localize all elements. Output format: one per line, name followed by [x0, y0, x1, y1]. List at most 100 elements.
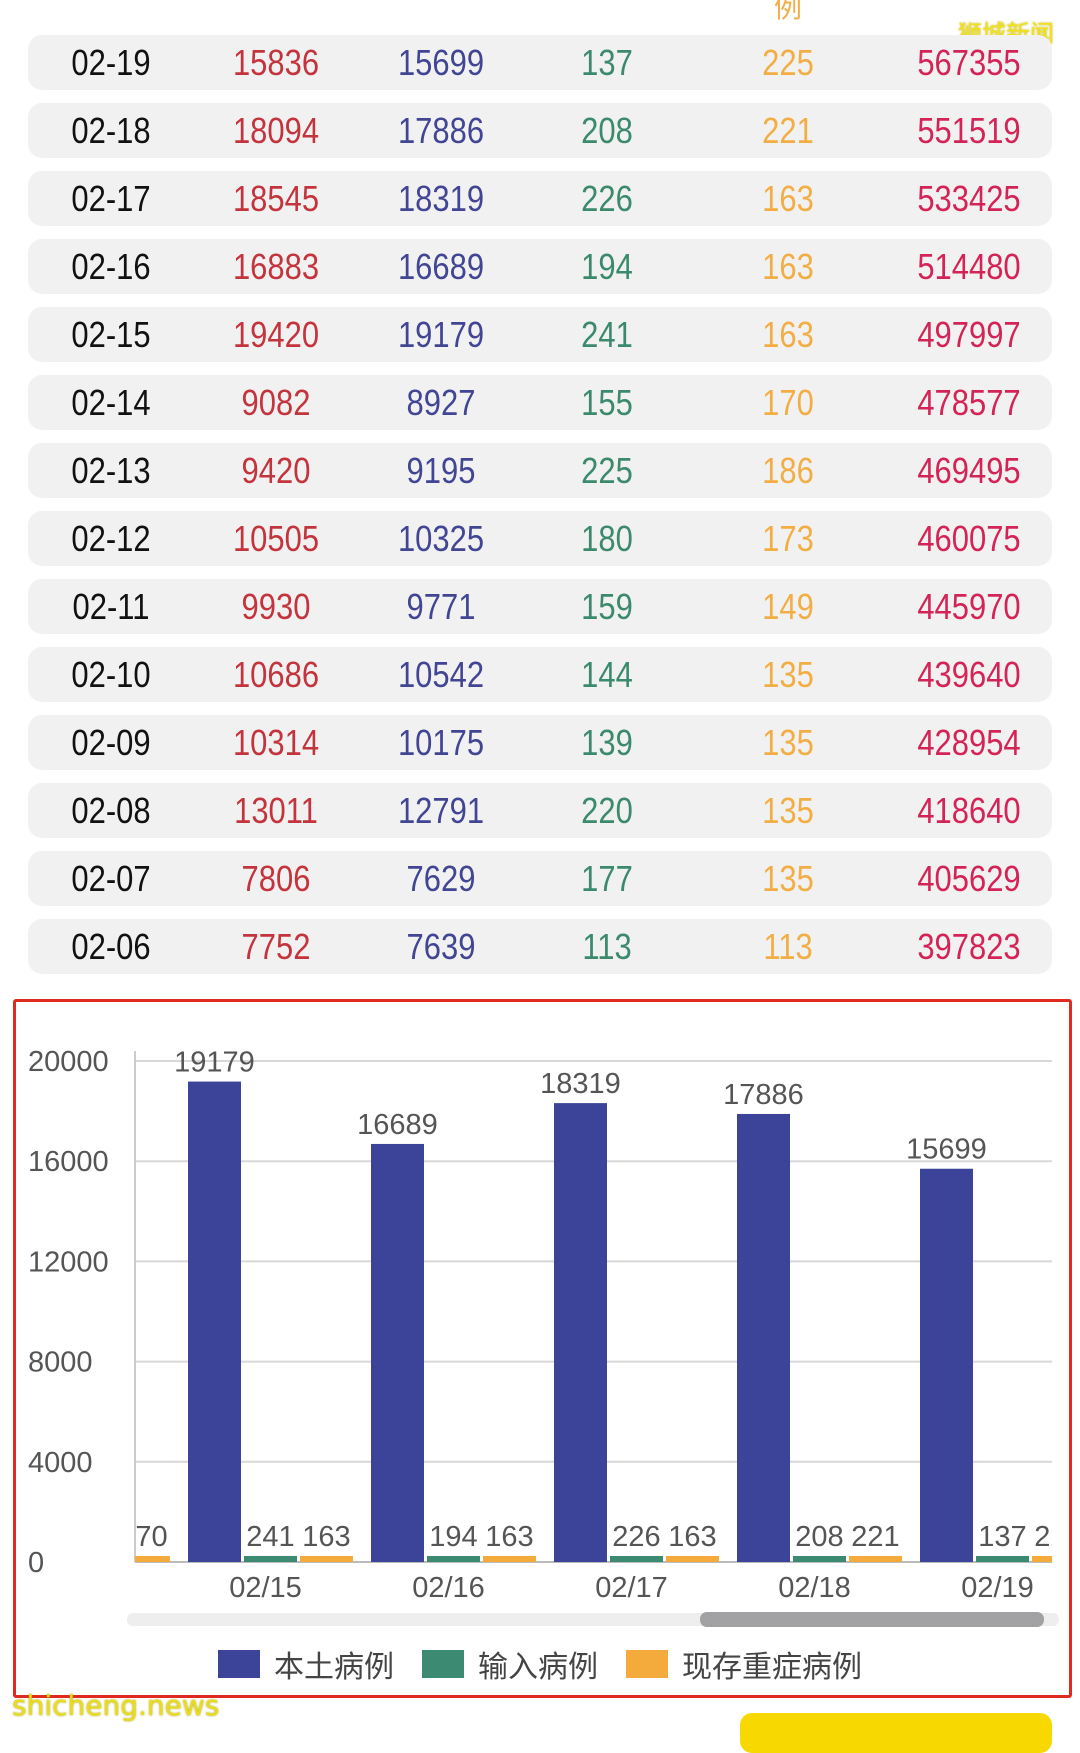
value-cell: 497997: [917, 314, 1021, 355]
value-cell: 15836: [232, 42, 320, 83]
value-cell: 469495: [917, 450, 1021, 491]
value-cell: 10314: [232, 722, 320, 763]
y-tick-label: 20000: [28, 1046, 109, 1078]
value-cell: 139: [581, 722, 633, 763]
legend-label: 现存重症病例: [682, 1650, 862, 1685]
table-row: 02-14 9082 8927 155 170 478577: [28, 375, 1052, 430]
bar-imported: [793, 1556, 846, 1562]
table-row: 02-19 15836 15699 137 225 567355: [28, 35, 1052, 90]
bar-imported: [610, 1556, 663, 1562]
value-cell: 155: [581, 382, 633, 423]
date-cell: 02-11: [72, 586, 150, 627]
legend-item[interactable]: 输入病例: [422, 1642, 598, 1686]
x-tick-label: 02/17: [595, 1572, 668, 1604]
value-cell: 10175: [397, 722, 485, 763]
value-cell: 397823: [917, 926, 1021, 967]
value-cell: 208: [581, 110, 633, 151]
table-row: 02-10 10686 10542 144 135 439640: [28, 647, 1052, 702]
value-cell: 113: [763, 926, 813, 967]
value-cell: 8927: [406, 382, 476, 423]
bar-imported: [976, 1556, 1029, 1562]
yellow-button[interactable]: [740, 1713, 1052, 1753]
value-cell: 225: [581, 450, 633, 491]
value-cell: 220: [581, 790, 633, 831]
bar-value-label: 19179: [174, 1047, 255, 1079]
value-cell: 9771: [406, 586, 476, 627]
bar-severe: [1032, 1556, 1052, 1562]
bar-imported: [427, 1556, 480, 1562]
value-cell: 163: [762, 246, 814, 287]
value-cell: 405629: [917, 858, 1021, 899]
bar-value-label: 15699: [906, 1134, 987, 1166]
legend-swatch: [218, 1650, 260, 1678]
bar-value-label: 163: [668, 1521, 716, 1553]
chart-scrollbar-thumb[interactable]: [700, 1612, 1044, 1627]
bar-severe: [483, 1556, 536, 1562]
value-cell: 163: [762, 178, 814, 219]
value-cell: 226: [581, 178, 633, 219]
bar-local: [554, 1103, 607, 1562]
date-cell: 02-16: [71, 246, 151, 287]
bar-value-label: 163: [485, 1521, 533, 1553]
value-cell: 163: [762, 314, 814, 355]
value-cell: 135: [762, 858, 814, 899]
value-cell: 10686: [232, 654, 320, 695]
value-cell: 18319: [397, 178, 485, 219]
value-cell: 418640: [917, 790, 1021, 831]
legend-swatch: [626, 1650, 668, 1678]
date-cell: 02-15: [71, 314, 151, 355]
x-tick-label: 02/15: [229, 1572, 302, 1604]
bar-value-label: 225: [1034, 1521, 1080, 1553]
legend-item[interactable]: 现存重症病例: [626, 1642, 862, 1686]
table-row: 02-13 9420 9195 225 186 469495: [28, 443, 1052, 498]
chart-legend: 本土病例 输入病例 现存重症病例: [0, 1642, 1080, 1686]
value-cell: 17886: [397, 110, 485, 151]
value-cell: 135: [762, 790, 814, 831]
x-tick-label: 02/19: [961, 1572, 1034, 1604]
value-cell: 7639: [406, 926, 476, 967]
y-tick-label: 12000: [28, 1246, 109, 1278]
x-tick-label: 02/18: [778, 1572, 851, 1604]
value-cell: 19420: [232, 314, 320, 355]
table-row: 02-18 18094 17886 208 221 551519: [28, 103, 1052, 158]
value-cell: 16883: [232, 246, 320, 287]
bar-value-label: 241: [246, 1521, 294, 1553]
bar-severe: [300, 1556, 353, 1562]
column-header-fragment: 例: [773, 0, 802, 24]
bar-value-label: 226: [612, 1521, 660, 1553]
table-row: 02-09 10314 10175 139 135 428954: [28, 715, 1052, 770]
table-row: 02-07 7806 7629 177 135 405629: [28, 851, 1052, 906]
bar-severe: [849, 1556, 902, 1562]
value-cell: 460075: [917, 518, 1021, 559]
value-cell: 10542: [397, 654, 485, 695]
legend-label: 本土病例: [274, 1650, 394, 1685]
value-cell: 10505: [232, 518, 320, 559]
bar-value-label: 137: [978, 1521, 1026, 1553]
date-cell: 02-07: [71, 858, 151, 899]
y-tick-label: 16000: [28, 1146, 109, 1178]
y-tick-label: 8000: [28, 1347, 93, 1379]
value-cell: 225: [762, 42, 814, 83]
value-cell: 9195: [406, 450, 476, 491]
legend-swatch: [422, 1650, 464, 1678]
value-cell: 137: [581, 42, 633, 83]
value-cell: 135: [762, 722, 814, 763]
bar-value-label: 16689: [357, 1109, 438, 1141]
value-cell: 18545: [232, 178, 320, 219]
value-cell: 159: [581, 586, 633, 627]
value-cell: 551519: [917, 110, 1021, 151]
bar-local: [371, 1143, 424, 1562]
value-cell: 19179: [397, 314, 485, 355]
date-cell: 02-09: [71, 722, 151, 763]
value-cell: 12791: [397, 790, 485, 831]
value-cell: 9420: [241, 450, 311, 491]
x-tick-label: 02/16: [412, 1572, 485, 1604]
bar-local: [188, 1081, 241, 1562]
legend-item[interactable]: 本土病例: [218, 1642, 394, 1686]
bar-local: [737, 1113, 790, 1562]
value-cell: 7629: [406, 858, 476, 899]
value-cell: 9930: [241, 586, 311, 627]
date-cell: 02-12: [71, 518, 151, 559]
date-cell: 02-18: [71, 110, 151, 151]
